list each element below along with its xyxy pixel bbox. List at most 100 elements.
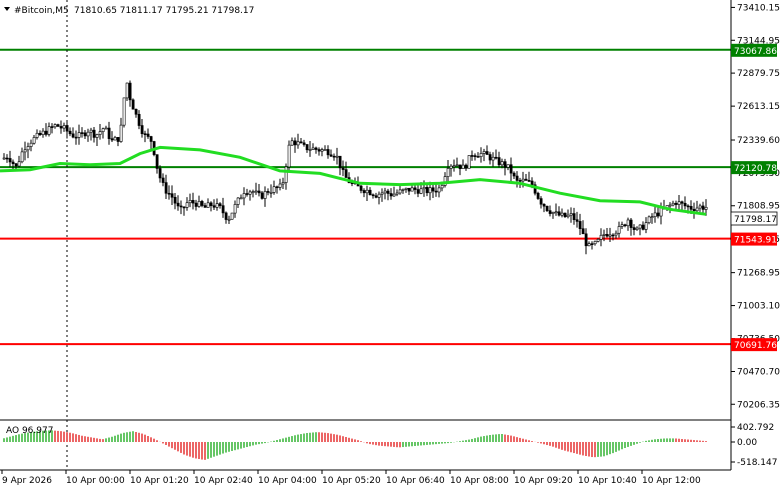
candle-body	[335, 155, 339, 158]
y-tick-label: 72339.60	[737, 136, 780, 146]
candle-body	[509, 164, 513, 174]
candle-body	[242, 193, 246, 199]
dropdown-triangle-icon[interactable]	[4, 7, 10, 11]
candle-body	[569, 213, 573, 216]
candle-body	[464, 164, 468, 169]
candle-body	[284, 166, 288, 183]
candle-body	[410, 187, 414, 192]
candle-body	[413, 187, 417, 190]
candle-body	[494, 156, 498, 159]
candle-body	[389, 193, 393, 197]
candle-body	[194, 202, 198, 207]
candle-body	[182, 206, 186, 209]
moving-average-line	[0, 145, 707, 216]
candle-body	[428, 187, 432, 194]
candle-body	[581, 228, 585, 235]
candle-body	[191, 200, 195, 204]
candle-body	[575, 219, 579, 222]
candle-body	[296, 141, 300, 146]
candle-body	[8, 158, 12, 163]
candle-body	[491, 156, 495, 161]
candle-body	[632, 227, 636, 230]
candle-body	[641, 224, 645, 230]
level-70691-tag	[731, 338, 777, 352]
candle-body	[674, 202, 678, 205]
x-tick-label: 10 Apr 10:40	[578, 476, 637, 486]
candle-body	[485, 151, 489, 155]
candle-body	[341, 167, 345, 170]
candle-body	[83, 132, 87, 137]
candle-body	[461, 164, 465, 170]
candle-body	[677, 201, 681, 205]
x-tick-label: 10 Apr 05:20	[322, 476, 381, 486]
level-70691-label: 70691.76	[734, 341, 777, 351]
candle-body	[623, 224, 627, 227]
candle-body	[614, 232, 618, 236]
level-72120-label: 72120.78	[734, 164, 777, 174]
candle-body	[104, 127, 108, 130]
candle-body	[344, 169, 348, 178]
candle-body	[113, 137, 117, 141]
candle-body	[479, 153, 483, 157]
ao-histogram	[3, 430, 707, 460]
candle-body	[209, 202, 213, 206]
candle-body	[584, 233, 588, 247]
candle-body	[74, 136, 78, 139]
candle-body	[605, 234, 609, 237]
chart-header: #Bitcoin,M5 71810.65 71811.17 71795.21 7…	[4, 6, 254, 16]
candle-body	[395, 192, 399, 195]
candle-body	[245, 193, 249, 195]
candle-body	[293, 140, 297, 146]
time-axis-labels: 9 Apr 2026 10 Apr 00:00 10 Apr 01:20 10 Apr…	[1, 470, 701, 486]
candle-body	[566, 214, 570, 218]
candle-body	[59, 126, 63, 129]
horizontal-levels[interactable]	[0, 48, 731, 346]
candle-body	[557, 211, 561, 216]
candle-body	[134, 108, 138, 115]
candle-body	[299, 141, 303, 144]
candle-body	[317, 149, 321, 152]
y-tick-label: 72613.15	[737, 102, 780, 112]
candle-body	[668, 204, 672, 207]
candle-body	[137, 113, 141, 126]
candle-body	[506, 164, 510, 168]
candle-body	[593, 241, 597, 245]
ao-label: AO 96.977	[6, 426, 53, 436]
candle-body	[659, 207, 663, 217]
candle-body	[116, 137, 120, 142]
candle-body	[515, 175, 519, 181]
candle-body	[635, 227, 639, 230]
candle-body	[524, 178, 528, 181]
candle-body	[374, 195, 378, 198]
candle-body	[497, 157, 501, 166]
candle-body	[536, 192, 540, 199]
candle-body	[380, 192, 384, 195]
candle-body	[422, 186, 426, 190]
candle-body	[320, 149, 324, 152]
candle-body	[14, 163, 18, 167]
candle-body	[77, 132, 81, 138]
candle-body	[86, 131, 90, 137]
y-tick-label: 70470.70	[737, 368, 780, 378]
candle-body	[266, 191, 270, 193]
candle-body	[671, 202, 675, 206]
candle-body	[125, 82, 129, 99]
candle-body	[149, 136, 153, 142]
candle-body	[560, 212, 564, 216]
candle-body	[539, 198, 543, 205]
candle-body	[23, 149, 27, 153]
candle-body	[521, 178, 525, 182]
candle-body	[263, 191, 267, 199]
level-71543-label: 71543.91	[734, 236, 777, 246]
candle-body	[476, 156, 480, 158]
current-price-label: 71798.17	[734, 215, 777, 225]
candle-body	[644, 222, 648, 230]
candle-body	[527, 180, 531, 182]
candle-body	[140, 125, 144, 135]
y-tick-label: 71808.95	[737, 202, 780, 212]
candle-body	[215, 203, 219, 208]
candle-body	[161, 177, 165, 183]
candle-body	[323, 149, 327, 151]
candle-body	[443, 176, 447, 186]
